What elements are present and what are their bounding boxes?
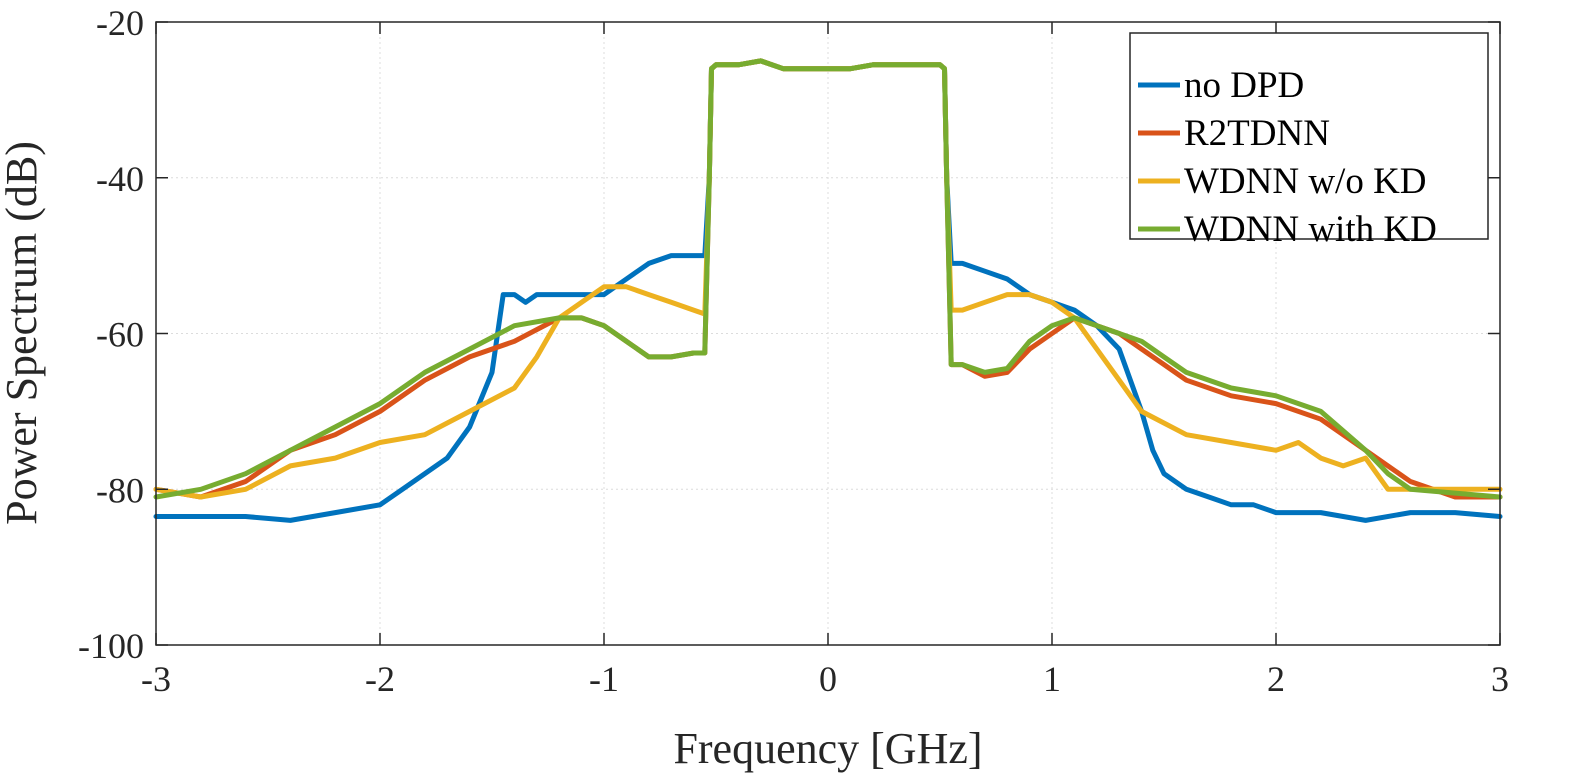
x-tick-label: 0 <box>819 659 837 699</box>
y-tick-label: -20 <box>96 3 144 43</box>
y-tick-label: -80 <box>96 470 144 510</box>
legend-box <box>1129 32 1489 240</box>
x-tick-label: -2 <box>365 659 395 699</box>
x-tick-label: 2 <box>1267 659 1285 699</box>
series-line-wdnn-with-kd <box>153 58 1503 500</box>
legend-label: no DPD <box>1184 65 1304 106</box>
y-axis-title: Power Spectrum (dB) <box>0 141 46 525</box>
legend-label: R2TDNN <box>1184 113 1330 154</box>
y-tick-label: -40 <box>96 159 144 199</box>
x-tick-label: 3 <box>1491 659 1509 699</box>
legend-label: WDNN w/o KD <box>1184 161 1427 202</box>
y-tick-label: -60 <box>96 315 144 355</box>
x-tick-label: 1 <box>1043 659 1061 699</box>
x-axis-title: Frequency [GHz] <box>673 724 982 773</box>
series-layer <box>153 58 1503 523</box>
legend-label: WDNN with KD <box>1184 209 1437 250</box>
axes-layer: -3 -2 -1 0 1 2 3 -100 -80 -60 -40 -20 <box>78 3 1509 699</box>
x-tick-label: -1 <box>589 659 619 699</box>
x-tick-label: -3 <box>141 659 171 699</box>
y-tick-label: -100 <box>78 626 144 666</box>
legend: no DPD R2TDNN WDNN w/o KD WDNN with KD <box>1129 32 1489 250</box>
